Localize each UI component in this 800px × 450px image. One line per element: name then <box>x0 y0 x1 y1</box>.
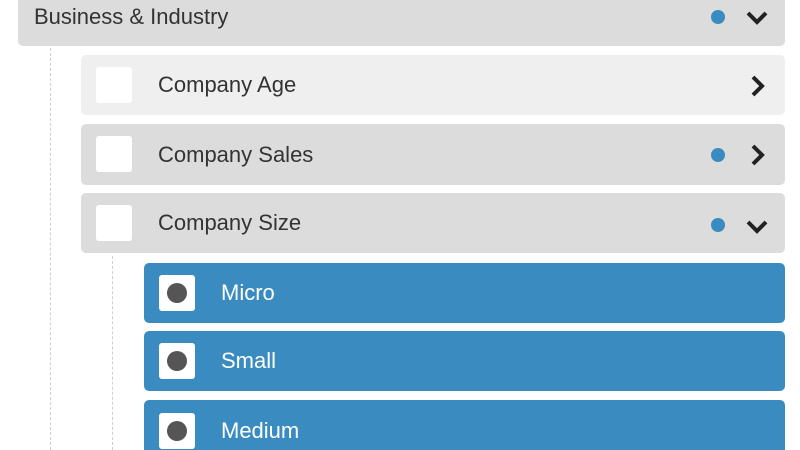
option-label: Micro <box>221 280 275 305</box>
chevron-right[interactable] <box>749 74 767 98</box>
checkbox[interactable] <box>96 67 132 103</box>
option-row[interactable]: Small <box>144 331 785 391</box>
chevron-right[interactable] <box>749 143 767 167</box>
tree-line <box>112 256 113 450</box>
checkbox[interactable] <box>96 136 132 172</box>
radio-box[interactable] <box>159 343 195 379</box>
radio-box[interactable] <box>159 413 195 449</box>
subcategory-label: Company Sales <box>158 142 314 167</box>
tree-line <box>50 48 51 450</box>
subcategory-row[interactable]: Company Sales <box>81 124 785 185</box>
subcategory-label: Company Age <box>158 72 297 97</box>
radio-box[interactable] <box>159 275 195 311</box>
subcategory-label: Company Size <box>158 210 302 235</box>
option-label: Medium <box>221 418 300 443</box>
option-row[interactable]: Medium <box>144 400 785 450</box>
option-row[interactable]: Micro <box>144 263 785 323</box>
chevron-down[interactable] <box>745 9 769 27</box>
selection-dot <box>711 148 725 162</box>
selection-dot <box>711 218 725 232</box>
checkbox[interactable] <box>96 205 132 241</box>
radio-dot <box>167 421 187 441</box>
category-row[interactable]: Business & Industry <box>18 0 785 46</box>
category-label: Business & Industry <box>34 4 229 29</box>
subcategory-row[interactable]: Company Age <box>81 55 785 115</box>
selection-dot <box>711 10 725 24</box>
radio-dot <box>167 351 187 371</box>
chevron-down[interactable] <box>745 218 769 236</box>
radio-dot <box>167 283 187 303</box>
option-label: Small <box>221 348 277 373</box>
subcategory-row[interactable]: Company Size <box>81 193 785 253</box>
